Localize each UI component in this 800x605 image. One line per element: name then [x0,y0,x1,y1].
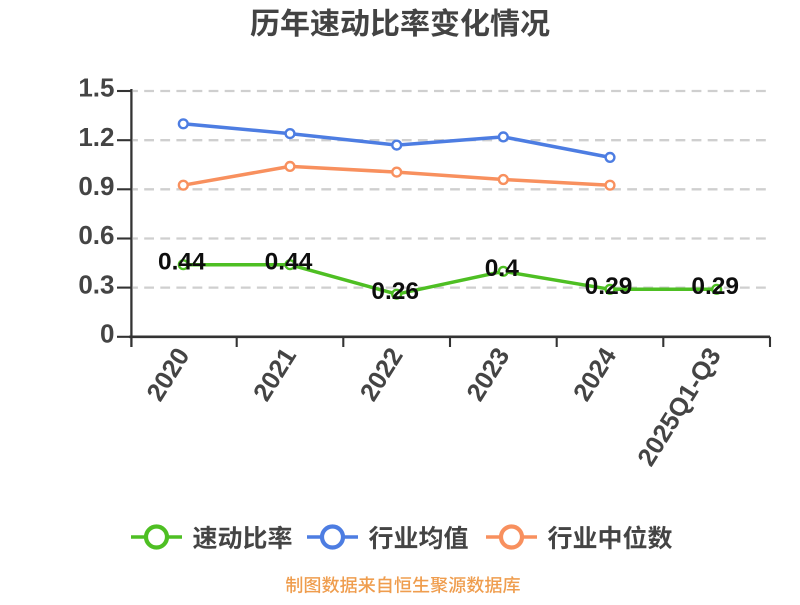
svg-text:0.44: 0.44 [158,248,206,275]
svg-text:0.9: 0.9 [78,171,114,201]
svg-text:0.44: 0.44 [265,248,313,275]
svg-text:0.4: 0.4 [485,255,519,282]
svg-text:0.29: 0.29 [691,273,739,300]
svg-text:1.2: 1.2 [78,122,114,152]
svg-text:0.6: 0.6 [78,220,114,250]
svg-text:0.3: 0.3 [78,269,114,299]
svg-text:1.5: 1.5 [78,73,114,103]
svg-text:0.26: 0.26 [371,278,419,305]
svg-text:0: 0 [100,319,114,349]
svg-text:0.29: 0.29 [585,273,633,300]
